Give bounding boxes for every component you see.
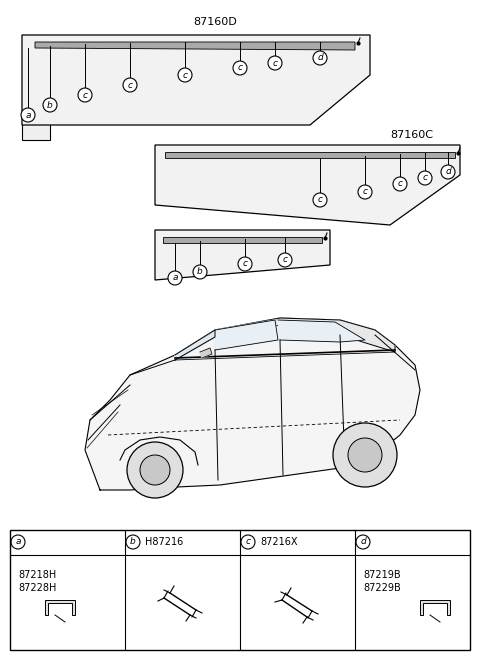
Circle shape bbox=[78, 88, 92, 102]
Circle shape bbox=[11, 535, 25, 549]
Polygon shape bbox=[175, 330, 215, 360]
Polygon shape bbox=[22, 35, 50, 140]
Text: c: c bbox=[128, 81, 132, 89]
Circle shape bbox=[358, 185, 372, 199]
Text: 87160C: 87160C bbox=[390, 130, 433, 140]
Bar bbox=[10, 530, 470, 650]
Polygon shape bbox=[35, 42, 355, 50]
Circle shape bbox=[178, 68, 192, 82]
Circle shape bbox=[193, 265, 207, 279]
Text: c: c bbox=[273, 58, 277, 68]
Text: c: c bbox=[83, 91, 87, 100]
Polygon shape bbox=[215, 320, 278, 350]
Text: b: b bbox=[197, 268, 203, 276]
Circle shape bbox=[241, 535, 255, 549]
Polygon shape bbox=[175, 318, 395, 360]
Polygon shape bbox=[165, 152, 455, 158]
Polygon shape bbox=[22, 35, 370, 125]
Text: b: b bbox=[130, 537, 136, 546]
Text: a: a bbox=[15, 537, 21, 546]
Text: 87219B
87229B: 87219B 87229B bbox=[363, 570, 401, 593]
Text: 87160D: 87160D bbox=[193, 17, 237, 27]
Text: 87218H
87228H: 87218H 87228H bbox=[18, 570, 56, 593]
Circle shape bbox=[43, 98, 57, 112]
Circle shape bbox=[278, 253, 292, 267]
Text: c: c bbox=[182, 70, 188, 79]
Circle shape bbox=[393, 177, 407, 191]
Text: c: c bbox=[397, 180, 403, 188]
Circle shape bbox=[123, 78, 137, 92]
Circle shape bbox=[140, 455, 170, 485]
Text: a: a bbox=[25, 110, 31, 119]
Text: c: c bbox=[283, 255, 288, 264]
Circle shape bbox=[238, 257, 252, 271]
Circle shape bbox=[126, 535, 140, 549]
Text: c: c bbox=[317, 195, 323, 205]
Text: d: d bbox=[317, 54, 323, 62]
Text: c: c bbox=[238, 64, 242, 73]
Circle shape bbox=[313, 193, 327, 207]
Polygon shape bbox=[278, 320, 365, 342]
Circle shape bbox=[333, 423, 397, 487]
Circle shape bbox=[268, 56, 282, 70]
Text: d: d bbox=[445, 167, 451, 176]
Circle shape bbox=[168, 271, 182, 285]
Polygon shape bbox=[155, 230, 330, 280]
Text: 87216X: 87216X bbox=[260, 537, 298, 547]
Polygon shape bbox=[420, 600, 450, 615]
Polygon shape bbox=[85, 318, 420, 490]
Text: c: c bbox=[362, 188, 368, 197]
Circle shape bbox=[348, 438, 382, 472]
Text: a: a bbox=[172, 274, 178, 283]
Text: b: b bbox=[47, 100, 53, 110]
Text: c: c bbox=[422, 173, 428, 182]
Text: d: d bbox=[360, 537, 366, 546]
Circle shape bbox=[441, 165, 455, 179]
Circle shape bbox=[313, 51, 327, 65]
Polygon shape bbox=[163, 237, 322, 243]
Polygon shape bbox=[200, 348, 212, 358]
Polygon shape bbox=[155, 145, 460, 225]
Circle shape bbox=[21, 108, 35, 122]
Circle shape bbox=[233, 61, 247, 75]
Text: c: c bbox=[245, 537, 251, 546]
Text: H87216: H87216 bbox=[145, 537, 183, 547]
Circle shape bbox=[418, 171, 432, 185]
Polygon shape bbox=[45, 600, 75, 615]
Circle shape bbox=[127, 442, 183, 498]
Text: c: c bbox=[242, 260, 248, 268]
Circle shape bbox=[356, 535, 370, 549]
